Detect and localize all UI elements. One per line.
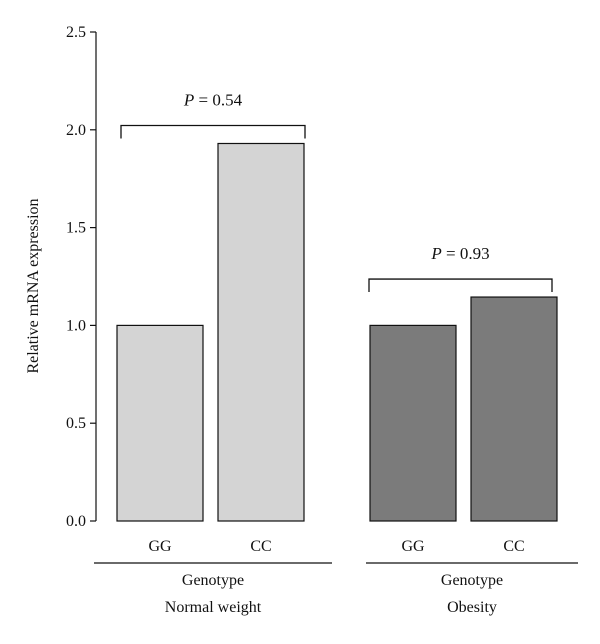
x-category-label: CC [503,538,524,555]
significance-bracket [120,124,306,139]
x-category-label: GG [401,538,425,555]
y-tick-label: 1.5 [66,220,86,237]
significance-brackets: P = 0.54P = 0.93 [120,90,553,293]
y-tick-label: 0.5 [66,415,86,432]
group-subtitle: Genotype [182,572,244,589]
p-value-label: P = 0.93 [430,244,489,263]
y-tick-label: 2.5 [66,24,86,41]
group-subtitle: Genotype [441,572,503,589]
p-symbol: P [430,244,441,263]
significance-bracket [368,278,553,293]
group-name: Normal weight [165,599,262,616]
p-value: = 0.54 [194,90,242,109]
bar-gg-obesity [369,324,457,522]
x-category-label: GG [148,538,172,555]
group-name: Obesity [447,599,497,616]
x-category-label: CC [250,538,271,555]
y-axis: 0.0 0.5 1.0 1.5 2.0 2.5 [66,24,97,530]
bar-cc-obesity [470,296,558,522]
bars-layer [116,142,558,522]
p-value-label: P = 0.54 [183,90,243,109]
y-tick-label: 0.0 [66,513,86,530]
p-value: = 0.93 [442,244,490,263]
y-tick-label: 2.0 [66,122,86,139]
bar-gg-normal-weight [116,324,204,522]
y-axis-title: Relative mRNA expression [25,198,42,373]
p-symbol: P [183,90,194,109]
bar-cc-normal-weight [217,142,305,522]
y-tick-label: 1.0 [66,317,86,334]
